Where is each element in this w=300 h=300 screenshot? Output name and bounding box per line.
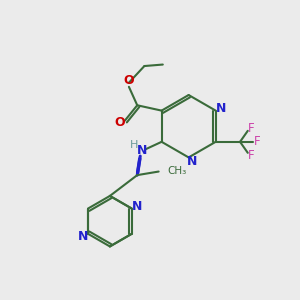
Text: F: F [248, 122, 255, 135]
Text: N: N [136, 144, 147, 157]
Text: F: F [254, 135, 261, 148]
Text: H: H [130, 140, 138, 150]
Text: F: F [248, 149, 255, 162]
Text: O: O [114, 116, 125, 129]
Text: N: N [186, 155, 197, 168]
Text: CH₃: CH₃ [167, 166, 186, 176]
Text: N: N [216, 102, 226, 115]
Text: N: N [77, 230, 88, 243]
Text: N: N [132, 200, 142, 213]
Text: O: O [124, 74, 134, 87]
